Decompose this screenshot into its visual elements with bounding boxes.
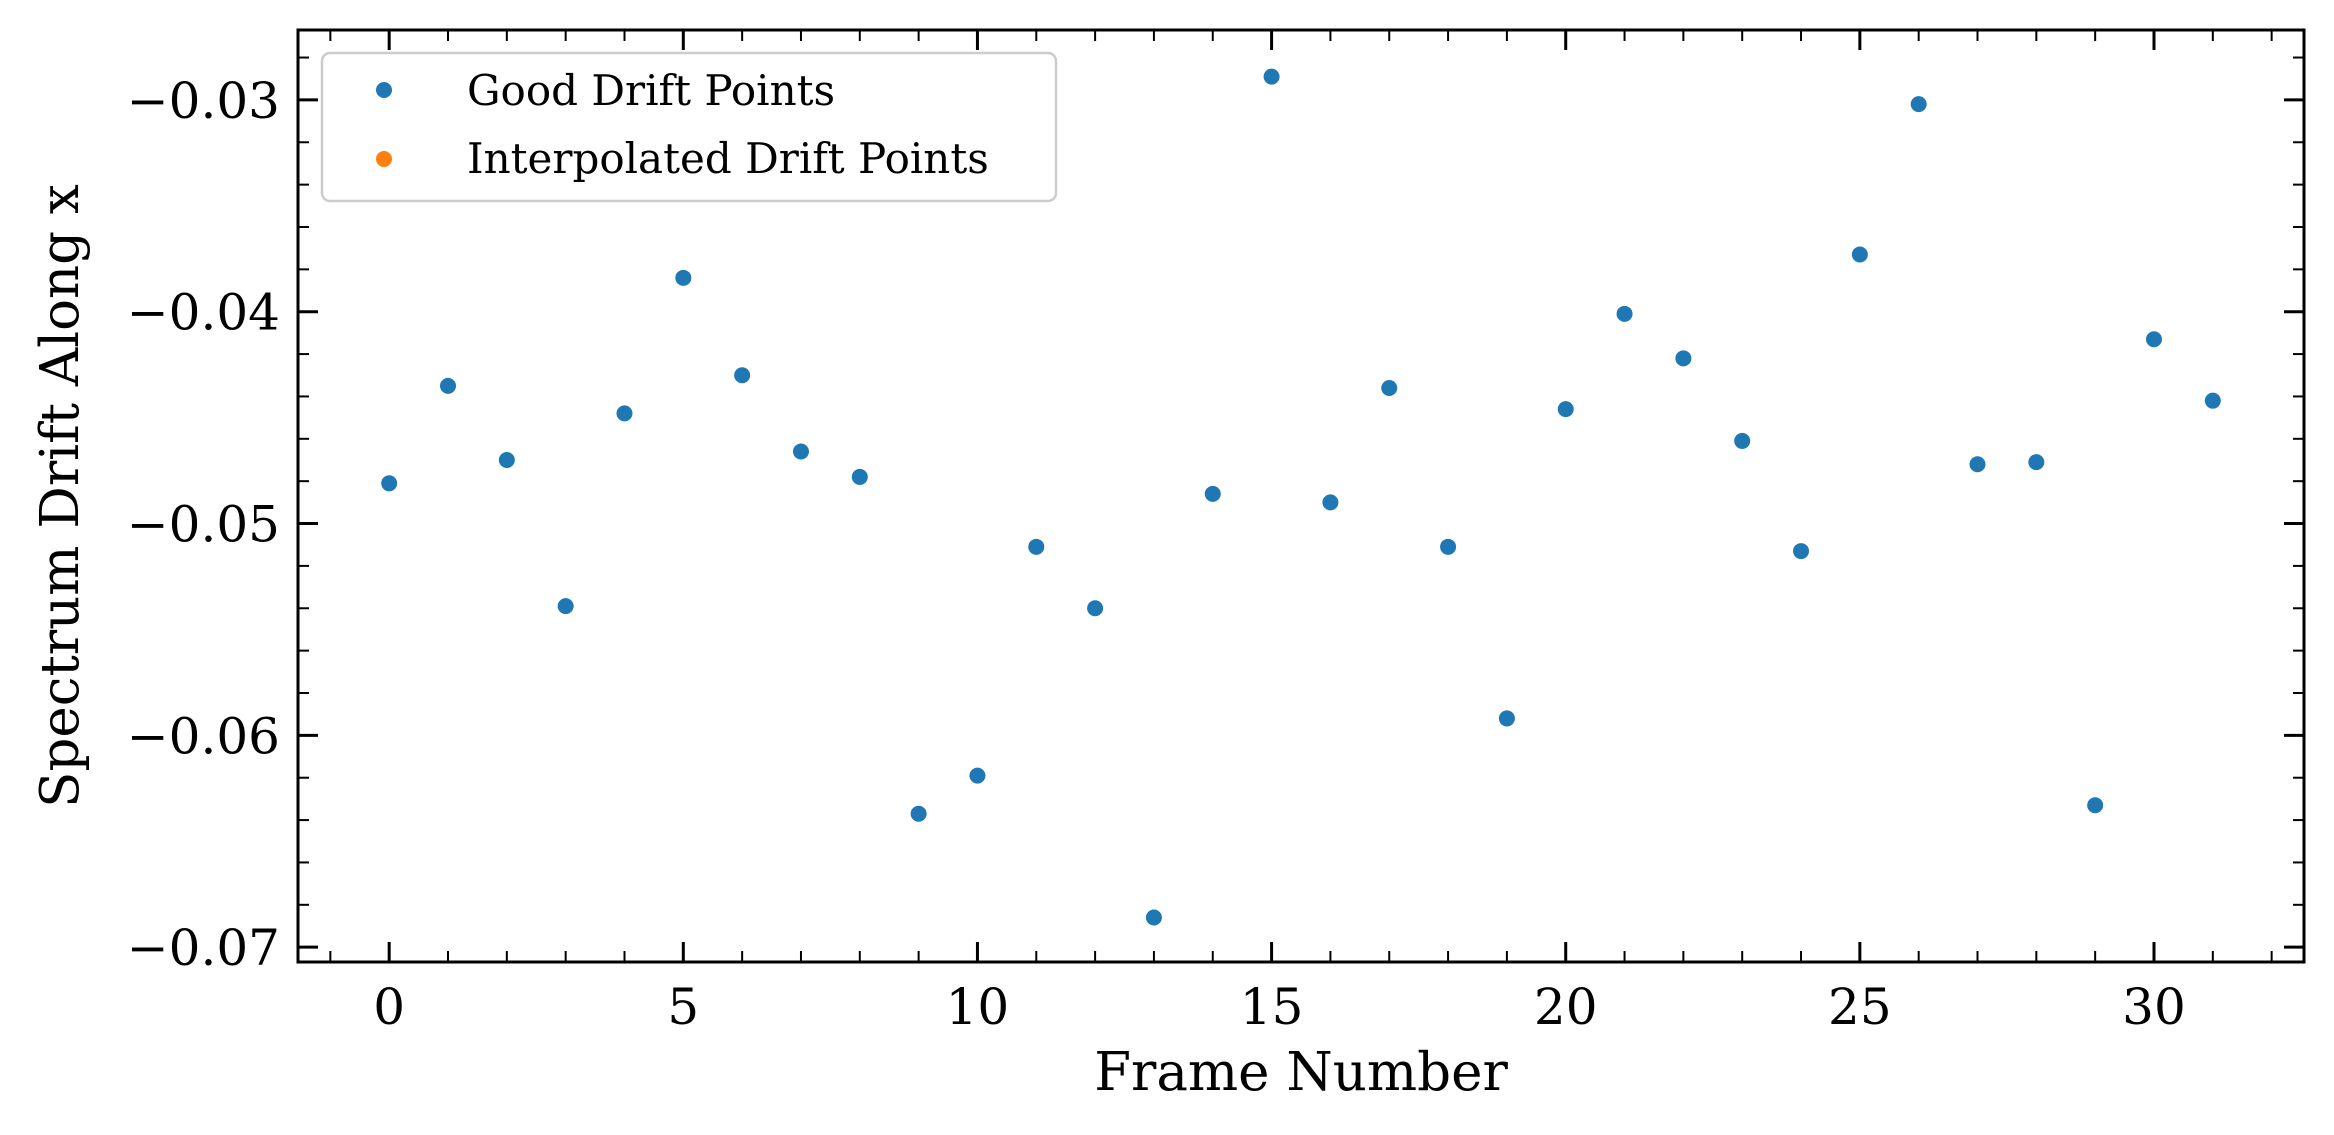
major-ticks [298,30,2304,962]
good-drift-point [1381,379,1398,396]
data-points [381,68,2221,926]
x-axis-label: Frame Number [1094,1042,1508,1103]
good-drift-point [1263,68,1280,85]
x-tick-label: 15 [1240,978,1304,1036]
good-drift-point [910,805,927,822]
legend-marker-interpolated [376,151,392,167]
good-drift-point [1616,305,1633,322]
good-drift-point [2087,797,2104,814]
good-drift-point [616,405,633,422]
good-drift-point [1087,600,1104,617]
good-drift-point [1204,485,1221,502]
good-drift-point [1910,96,1927,113]
good-drift-point [381,475,398,492]
good-drift-point [1851,246,1868,263]
legend-label-good: Good Drift Points [467,66,835,115]
good-drift-point [1793,543,1810,560]
good-drift-point [440,377,457,394]
x-tick-label: 10 [946,978,1010,1036]
good-drift-point [2204,392,2221,409]
good-drift-point [498,451,515,468]
legend: Good Drift Points Interpolated Drift Poi… [320,51,1058,203]
legend-marker-good [376,82,392,98]
x-tick-label: 20 [1534,978,1598,1036]
good-drift-point [734,367,751,384]
good-drift-point [1557,401,1574,418]
good-drift-point [1028,538,1045,555]
x-tick-label: 30 [2122,978,2186,1036]
good-drift-point [1675,350,1692,367]
good-drift-point [1969,456,1986,473]
y-tick-label: −0.03 [127,72,280,130]
good-drift-point [1734,432,1751,449]
good-drift-point [2028,454,2045,471]
good-drift-point [851,468,868,485]
good-drift-point [2145,331,2162,348]
good-drift-point [557,598,574,615]
good-drift-point [1145,909,1162,926]
x-tick-label: 0 [373,978,405,1036]
good-drift-point [969,767,986,784]
plot-frame [296,28,2306,964]
good-drift-point [1498,710,1515,727]
good-drift-point [1322,494,1339,511]
y-tick-label: −0.06 [127,707,280,765]
tick-labels: 0 5 10 15 20 25 30 −0.07 −0.06 −0.05 −0.04 −0.03 [127,72,2186,1036]
legend-label-interpolated: Interpolated Drift Points [467,134,989,183]
x-tick-label: 25 [1828,978,1892,1036]
x-tick-label: 5 [667,978,699,1036]
y-tick-label: −0.07 [127,919,280,977]
minor-ticks [298,30,2304,962]
y-tick-label: −0.05 [127,496,280,554]
good-drift-point [792,443,809,460]
good-drift-point [675,269,692,286]
y-axis-label: Spectrum Drift Along x [30,184,91,808]
y-tick-label: −0.04 [127,284,280,342]
legend-box [320,51,1058,203]
good-drift-point [1440,538,1457,555]
